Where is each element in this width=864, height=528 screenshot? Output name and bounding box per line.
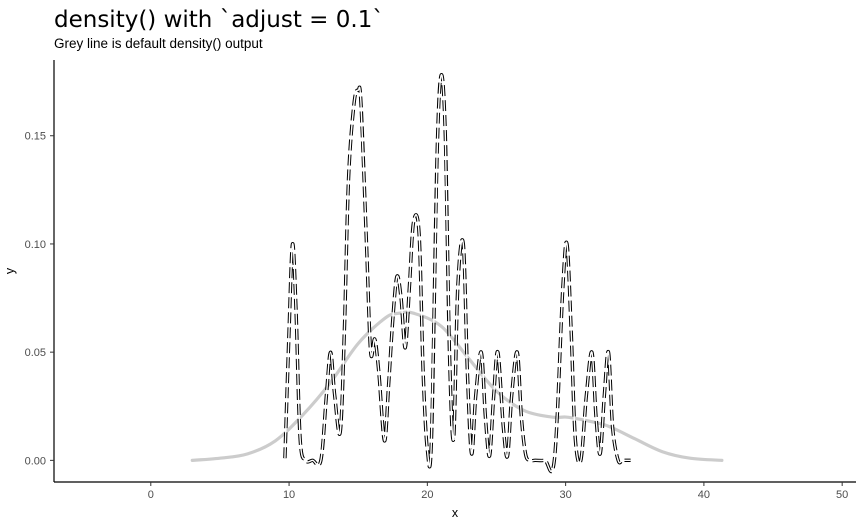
- y-axis-ticks: 0.00 0.05 0.10 0.15: [25, 131, 54, 467]
- y-tick-label: 0.15: [25, 131, 46, 143]
- x-tick-label: 50: [836, 489, 848, 501]
- x-axis-title: x: [452, 506, 459, 520]
- x-tick-label: 40: [698, 489, 710, 501]
- y-tick-label: 0.00: [25, 455, 46, 467]
- chart-title: density() with `adjust = 0.1`: [54, 7, 384, 33]
- y-axis-title: y: [3, 267, 17, 274]
- x-axis-ticks: 0 10 20 30 40 50: [148, 482, 848, 501]
- plot-area: [190, 73, 724, 474]
- y-tick-label: 0.05: [25, 347, 46, 359]
- x-tick-label: 30: [559, 489, 571, 501]
- x-tick-label: 0: [148, 489, 154, 501]
- chart-subtitle: Grey line is default density() output: [54, 36, 263, 51]
- adjusted-density-line-inner: [284, 74, 631, 473]
- y-tick-label: 0.10: [25, 239, 46, 251]
- x-tick-label: 10: [283, 489, 295, 501]
- x-tick-label: 20: [421, 489, 433, 501]
